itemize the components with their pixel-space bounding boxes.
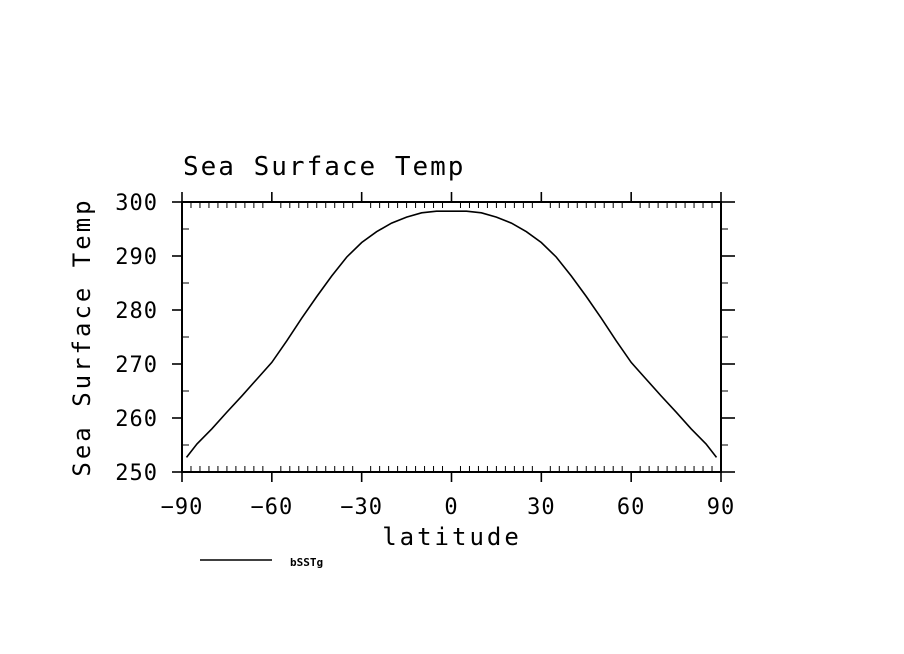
x-tick-label: −60 [250,495,293,520]
x-tick-label: −30 [340,495,383,520]
y-tick-label: 300 [115,191,158,216]
series-line-bsstg [185,210,718,458]
chart-title: Sea Surface Temp [183,152,465,182]
y-tick-label: 270 [115,353,158,378]
y-tick-label: 280 [115,299,158,324]
x-tick-label: 60 [617,495,646,520]
x-tick-label: 90 [707,495,736,520]
x-tick-label: −90 [161,495,204,520]
x-axis-label: latitude [382,523,522,551]
plot-frame [181,201,722,473]
axis-ticks [172,192,735,482]
y-tick-label: 260 [115,407,158,432]
legend-label-bsstg: bSSTg [290,556,323,569]
y-tick-label: 250 [115,461,158,486]
y-axis-label: Sea Surface Temp [68,197,96,476]
x-tick-label: 0 [444,495,458,520]
axis-tick-labels: −90 −60 −30 0 30 60 90 250 260 270 280 290 300 [115,191,736,520]
y-tick-label: 290 [115,245,158,270]
x-tick-label: 30 [527,495,556,520]
legend: bSSTg [200,556,323,569]
